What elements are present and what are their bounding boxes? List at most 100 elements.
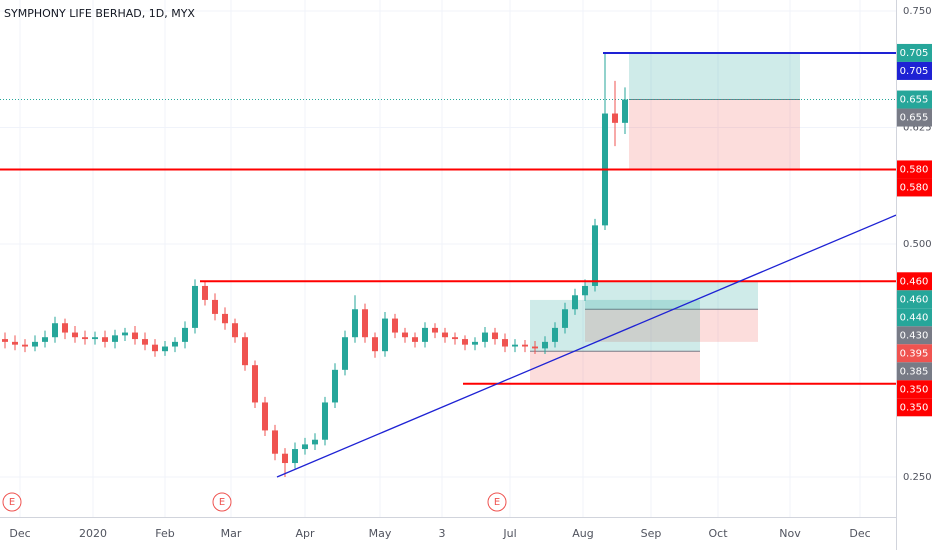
candle-body <box>82 337 88 340</box>
candle-body <box>472 341 478 345</box>
candle-body <box>22 344 28 347</box>
x-tick-label: Aug <box>572 527 593 540</box>
earnings-marker <box>487 492 507 512</box>
trend-line <box>276 214 897 478</box>
candle-body <box>132 332 138 340</box>
y-tick-label: 0.625 <box>903 123 932 134</box>
price-label-box <box>897 398 932 417</box>
price-label-box <box>897 380 932 399</box>
price-label: 0.705 <box>900 48 929 59</box>
candle-body <box>72 332 78 338</box>
candle-body <box>92 337 98 340</box>
candle-body <box>392 318 398 333</box>
candle-body <box>62 323 68 333</box>
x-tick-label: Jul <box>502 527 516 540</box>
price-label-box <box>897 61 932 80</box>
candle-body <box>212 299 218 314</box>
candle-body <box>552 327 558 342</box>
x-tick-label: Nov <box>779 527 801 540</box>
candle-body <box>52 323 58 338</box>
candle-body <box>622 99 628 123</box>
x-tick-label: Mar <box>221 527 242 540</box>
price-label: 0.350 <box>900 384 929 395</box>
candle-body <box>262 402 268 431</box>
candle-body <box>342 337 348 370</box>
candle-body <box>32 341 38 347</box>
price-label: 0.580 <box>900 182 929 193</box>
candle-body <box>492 332 498 340</box>
earnings-label: E <box>219 497 225 508</box>
candle-body <box>202 285 208 300</box>
candle-body <box>502 339 508 347</box>
candle-body <box>542 341 548 349</box>
chart-title: SYMPHONY LIFE BERHAD, 1D, MYX <box>4 7 195 20</box>
price-label: 0.460 <box>900 294 929 305</box>
candle-body <box>572 295 578 310</box>
price-label: 0.655 <box>900 95 929 106</box>
candle-body <box>512 344 518 347</box>
candle-body <box>292 449 298 464</box>
price-label-box <box>897 43 932 62</box>
x-tick-label: 3 <box>439 527 446 540</box>
price-label: 0.440 <box>900 312 929 323</box>
candle-body <box>102 337 108 342</box>
price-label-box <box>897 90 932 109</box>
candle-body <box>42 337 48 342</box>
candle-body <box>432 327 438 333</box>
y-tick-label: 0.500 <box>903 239 932 250</box>
candle-body <box>562 309 568 328</box>
price-label-box <box>897 308 932 327</box>
candle-body <box>382 318 388 352</box>
candle-body <box>402 332 408 338</box>
candle-body <box>322 402 328 440</box>
price-label-box <box>897 108 932 127</box>
position-loss <box>585 309 758 342</box>
candle-body <box>12 341 18 345</box>
candle-body <box>462 339 468 345</box>
earnings-label: E <box>494 497 500 508</box>
candle-body <box>122 332 128 336</box>
position-loss <box>629 99 800 170</box>
candle-body <box>182 327 188 342</box>
price-label-box <box>897 160 932 179</box>
candle-body <box>522 344 528 347</box>
candle-body <box>232 323 238 338</box>
y-tick-label: 0.750 <box>903 6 932 17</box>
candle-body <box>362 309 368 338</box>
x-tick-label: 2020 <box>79 527 107 540</box>
price-label-box <box>897 326 932 345</box>
candle-body <box>592 225 598 286</box>
candle-body <box>162 346 168 352</box>
price-label: 0.395 <box>900 348 929 359</box>
candle-body <box>532 346 538 349</box>
candle-body <box>192 285 198 328</box>
position-profit <box>629 52 800 100</box>
candle-body <box>272 430 278 454</box>
position-profit <box>530 299 700 352</box>
price-label-box <box>897 344 932 363</box>
x-tick-label: Dec <box>9 527 30 540</box>
candle-body <box>282 453 288 464</box>
price-label-box <box>897 290 932 309</box>
x-tick-label: Sep <box>641 527 662 540</box>
earnings-marker <box>212 492 232 512</box>
candle-body <box>332 369 338 403</box>
candle-body <box>452 337 458 340</box>
earnings-label: E <box>9 497 15 508</box>
price-label-box <box>897 362 932 381</box>
candle-body <box>412 337 418 342</box>
candle-body <box>252 365 258 403</box>
position-loss <box>530 351 700 384</box>
candle-body <box>152 344 158 352</box>
candle-body <box>302 444 308 450</box>
earnings-marker <box>2 492 22 512</box>
candle-body <box>142 339 148 345</box>
x-tick-label: Dec <box>849 527 870 540</box>
price-label: 0.580 <box>900 164 929 175</box>
y-tick-label: 0.250 <box>903 472 932 483</box>
price-label: 0.430 <box>900 330 929 341</box>
price-label: 0.350 <box>900 402 929 413</box>
candle-body <box>482 332 488 342</box>
